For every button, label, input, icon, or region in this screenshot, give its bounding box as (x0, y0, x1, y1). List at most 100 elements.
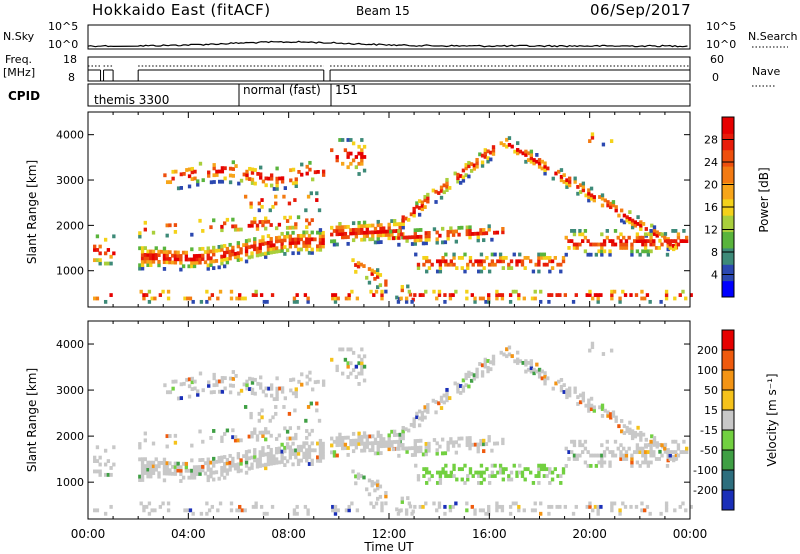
velocity-cell (573, 386, 577, 391)
velocity-cell (297, 379, 301, 384)
colorbar-tick-label: -50 (700, 444, 718, 457)
velocity-cell (578, 393, 583, 398)
power-cell (317, 208, 322, 213)
power-cell (562, 180, 566, 184)
velocity-cell (272, 454, 276, 459)
power-cell (491, 148, 496, 153)
velocity-cell (643, 443, 648, 448)
velocity-cell (507, 474, 511, 478)
velocity-cell (147, 501, 152, 506)
power-cell (444, 259, 448, 264)
velocity-cell (318, 458, 323, 463)
velocity-cell (362, 475, 366, 480)
power-cell (404, 216, 408, 221)
power-cell (454, 229, 459, 234)
power-cell (434, 200, 438, 204)
power-cell (250, 167, 255, 172)
power-cell (641, 239, 645, 244)
power-cell (568, 179, 572, 184)
power-cell (209, 225, 213, 230)
power-cell (196, 179, 200, 184)
power-cell (442, 190, 446, 195)
velocity-cell (371, 441, 375, 446)
velocity-cell (446, 447, 450, 452)
velocity-cell (597, 460, 601, 465)
cpid-panel: CPID themis 3300 normal (fast) 151 (8, 83, 691, 107)
velocity-cell (461, 378, 466, 383)
power-cell (479, 262, 484, 267)
power-cell (333, 296, 338, 301)
power-cell (212, 218, 216, 223)
velocity-cell (106, 459, 111, 463)
velocity-cell (142, 504, 146, 509)
power-cell (537, 262, 541, 267)
power-cell (316, 169, 320, 174)
power-cell (415, 204, 419, 209)
colorbar-swatch (722, 450, 734, 471)
velocity-cell (212, 383, 216, 388)
power-cell (467, 160, 471, 165)
power-cell (190, 257, 194, 262)
velocity-cell (316, 379, 320, 384)
velocity-cell (465, 501, 469, 506)
power-cell (140, 263, 145, 268)
velocity-cell (318, 455, 323, 460)
velocity-cell (285, 429, 290, 434)
power-cell (212, 245, 216, 250)
power-cell (427, 234, 431, 239)
power-cell (463, 252, 467, 257)
power-cell (354, 165, 359, 170)
power-cell (556, 262, 560, 267)
power-cell (168, 223, 172, 228)
power-cell (138, 234, 142, 239)
velocity-cell (468, 443, 472, 447)
power-cell (543, 171, 547, 176)
velocity-cell (268, 418, 272, 423)
velocity-cell (649, 453, 653, 458)
velocity-cell (321, 455, 325, 460)
velocity-cell (168, 434, 172, 438)
velocity-cell (460, 477, 464, 482)
velocity-cell (587, 405, 591, 410)
power-cell (408, 235, 412, 240)
velocity-cell (367, 492, 372, 497)
velocity-cell (479, 481, 484, 485)
velocity-cell (335, 453, 339, 458)
power-cell (280, 248, 284, 253)
power-cell (253, 168, 257, 172)
power-cell (140, 246, 145, 251)
velocity-cell (638, 450, 642, 455)
power-cell (468, 232, 472, 236)
velocity-cell (264, 466, 268, 471)
velocity-cell (646, 460, 651, 465)
power-cell (318, 230, 323, 235)
power-cell (537, 252, 541, 257)
power-cell (255, 227, 260, 231)
velocity-cell (442, 400, 446, 405)
velocity-cell (174, 379, 178, 384)
power-cell (143, 256, 147, 261)
power-cell (603, 198, 607, 203)
velocity-cell (537, 374, 542, 379)
power-cell (160, 249, 164, 254)
power-cell (589, 252, 593, 257)
power-cell (395, 295, 399, 300)
velocity-cell (504, 467, 508, 472)
velocity-cell (242, 454, 246, 459)
power-cell (168, 257, 172, 261)
velocity-cell (228, 453, 232, 458)
power-data (93, 132, 693, 304)
velocity-cell (515, 470, 519, 475)
power-cell (611, 239, 615, 244)
velocity-cell (179, 472, 183, 477)
velocity-cell (646, 463, 651, 468)
power-cell (483, 154, 487, 159)
velocity-cell (264, 437, 268, 442)
power-cell (185, 168, 189, 172)
power-cell (349, 138, 353, 142)
power-cell (407, 217, 411, 222)
velocity-cell (228, 467, 232, 472)
velocity-cell (239, 461, 243, 466)
power-cell (387, 236, 391, 241)
velocity-cell (546, 376, 550, 381)
